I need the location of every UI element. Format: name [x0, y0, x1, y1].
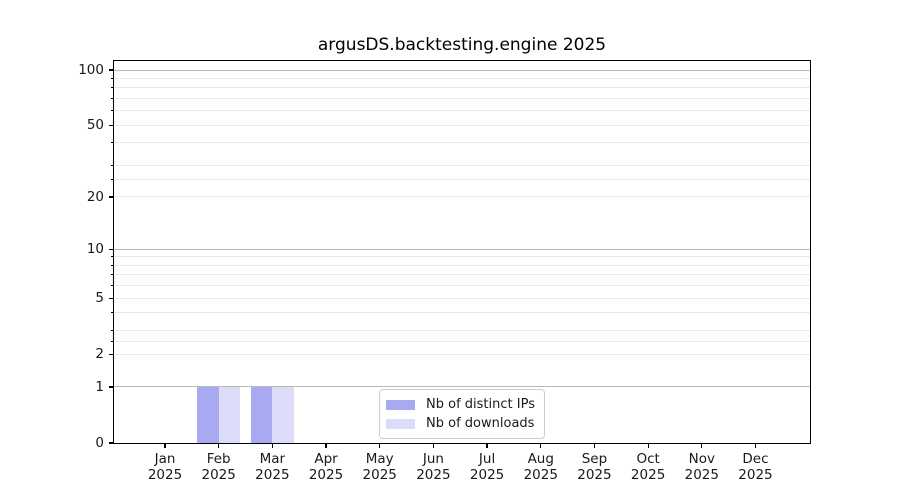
y-tick-mark: [109, 442, 114, 444]
y-minor-tick-mark: [111, 179, 114, 181]
plot-area: Nb of distinct IPs Nb of downloads: [114, 61, 810, 443]
y-minor-tick-mark: [111, 77, 114, 79]
legend-swatch-downloads: [386, 418, 416, 429]
y-tick-mark: [109, 353, 114, 355]
y-minor-tick-mark: [111, 142, 114, 144]
y-minor-tick-mark: [111, 312, 114, 314]
minor-gridline: [114, 142, 810, 144]
minor-gridline: [114, 110, 810, 112]
y-minor-tick-mark: [111, 98, 114, 100]
minor-gridline: [114, 87, 810, 89]
x-tick-label: Nov 2025: [684, 451, 719, 483]
major-gridline: [114, 386, 810, 388]
y-tick-mark: [109, 297, 114, 299]
y-tick-label: 10: [86, 241, 104, 258]
minor-gridline: [114, 98, 810, 100]
y-tick-mark: [109, 248, 114, 250]
x-tick-mark: [647, 443, 649, 448]
major-gridline: [114, 248, 810, 250]
x-tick-label: Aug 2025: [523, 451, 558, 483]
minor-gridline: [114, 341, 810, 343]
minor-gridline: [114, 297, 810, 299]
y-tick-label: 20: [86, 188, 104, 205]
y-tick-mark: [109, 69, 114, 71]
y-minor-tick-mark: [111, 256, 114, 258]
y-tick-mark: [109, 386, 114, 388]
x-tick-label: Feb 2025: [201, 451, 236, 483]
y-minor-tick-mark: [111, 274, 114, 276]
legend-swatch-distinct-ips: [386, 399, 416, 410]
x-tick-label: Jan 2025: [147, 451, 183, 483]
minor-gridline: [114, 77, 810, 79]
bar-downloads-feb: [218, 386, 241, 443]
x-tick-label: Oct 2025: [630, 451, 666, 483]
y-minor-tick-mark: [111, 264, 114, 266]
x-tick-mark: [218, 443, 220, 448]
minor-gridline: [114, 312, 810, 314]
bar-distinct-ips-feb: [197, 386, 219, 443]
x-tick-mark: [164, 443, 166, 448]
minor-gridline: [114, 274, 810, 276]
y-tick-label: 0: [95, 435, 104, 451]
x-tick-mark: [593, 443, 596, 448]
x-tick-label: Apr 2025: [308, 451, 344, 483]
x-tick-mark: [325, 443, 327, 448]
x-tick-label: Jun 2025: [416, 451, 451, 483]
x-tick-label: May 2025: [362, 451, 397, 483]
legend-item-downloads: Nb of downloads: [386, 414, 535, 433]
legend-label-distinct-ips: Nb of distinct IPs: [426, 397, 535, 412]
x-tick-label: Dec 2025: [738, 451, 773, 483]
x-tick-mark: [486, 443, 488, 448]
x-tick-mark: [754, 443, 757, 448]
x-tick-mark: [540, 443, 542, 448]
y-minor-tick-mark: [111, 330, 114, 332]
minor-gridline: [114, 330, 810, 332]
minor-gridline: [114, 264, 810, 266]
x-tick-label: Sep 2025: [577, 451, 612, 483]
x-tick-label: Jul 2025: [469, 451, 505, 483]
y-tick-label: 1: [95, 378, 104, 395]
x-tick-mark: [701, 443, 703, 448]
major-gridline: [114, 69, 810, 71]
y-minor-tick-mark: [111, 110, 114, 112]
y-tick-mark: [109, 196, 114, 198]
minor-gridline: [114, 196, 810, 198]
x-tick-mark: [379, 443, 381, 448]
minor-gridline: [114, 179, 810, 181]
x-tick-mark: [271, 443, 273, 448]
y-minor-tick-mark: [111, 87, 114, 89]
y-minor-tick-mark: [111, 341, 114, 343]
y-tick-label: 2: [95, 346, 104, 363]
legend-label-downloads: Nb of downloads: [426, 416, 535, 431]
legend: Nb of distinct IPs Nb of downloads: [379, 389, 545, 439]
bar-downloads-mar: [272, 386, 294, 443]
y-tick-label: 100: [78, 62, 104, 79]
bar-distinct-ips-mar: [250, 386, 273, 443]
x-tick-mark: [432, 443, 434, 448]
minor-gridline: [114, 353, 810, 355]
y-tick-label: 5: [95, 290, 104, 307]
y-minor-tick-mark: [111, 165, 114, 166]
chart-title: argusDS.backtesting.engine 2025: [317, 35, 607, 55]
y-minor-tick-mark: [111, 285, 114, 287]
minor-gridline: [114, 165, 810, 166]
y-tick-mark: [109, 124, 114, 126]
minor-gridline: [114, 256, 810, 258]
minor-gridline: [114, 124, 810, 126]
legend-item-distinct-ips: Nb of distinct IPs: [386, 395, 535, 414]
minor-gridline: [114, 285, 810, 287]
y-tick-label: 50: [86, 117, 104, 134]
x-tick-label: Mar 2025: [255, 451, 290, 483]
